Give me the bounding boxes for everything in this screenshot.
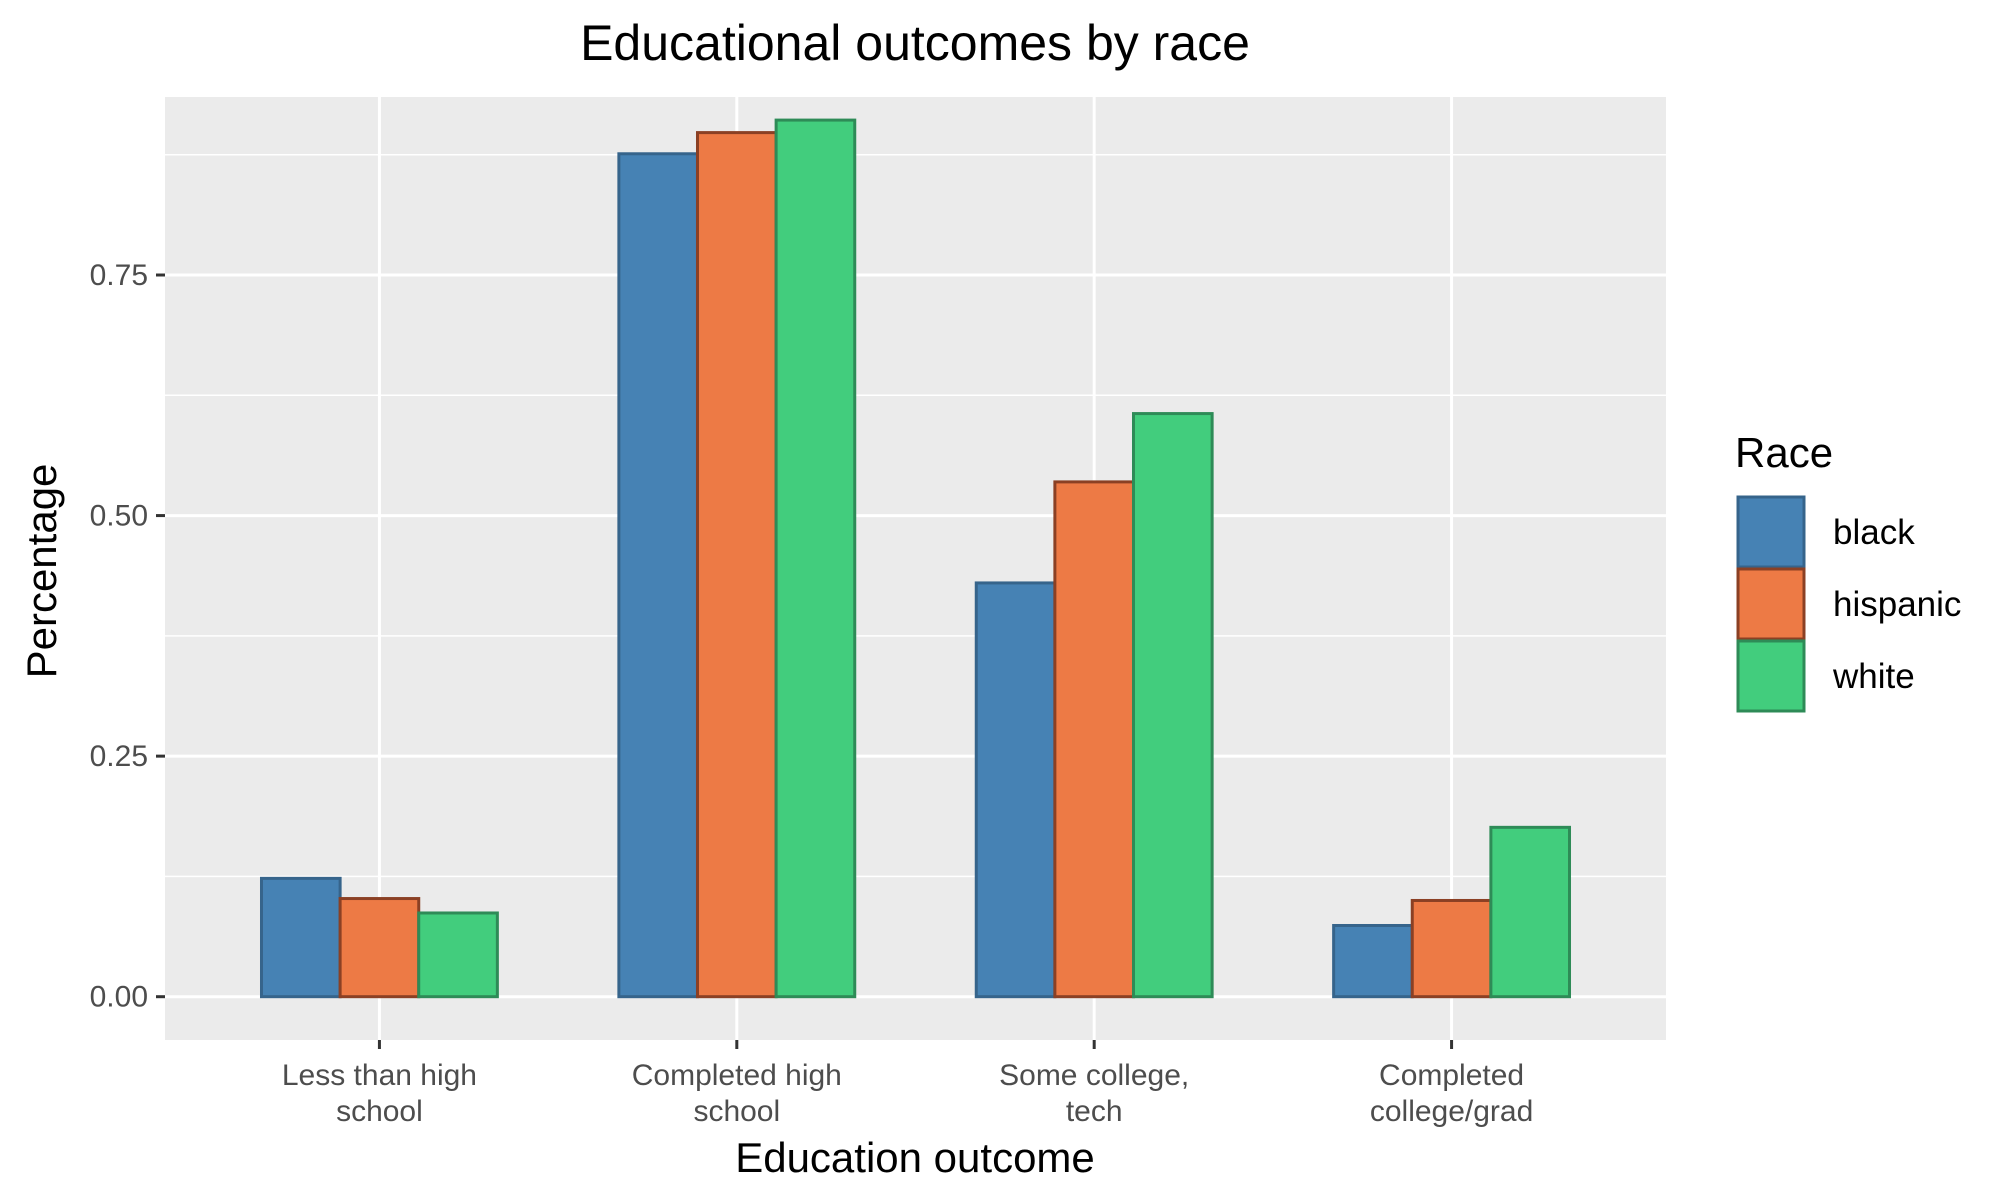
x-tick-label-line: Less than high (282, 1059, 477, 1092)
x-tick-label-line: Completed (1379, 1059, 1524, 1092)
bar-hispanic (1410, 898, 1493, 999)
x-tick-label: Less than high school (282, 1059, 477, 1128)
bar-white (1489, 825, 1572, 999)
x-tick-label-line: school (693, 1095, 780, 1128)
y-tick-label: 0.25 (90, 740, 148, 773)
legend-key-black (1736, 495, 1806, 569)
bar-black (974, 581, 1057, 999)
y-tick-label: 0.50 (90, 500, 148, 533)
x-axis-title: Education outcome (735, 1134, 1095, 1181)
legend-title: Race (1735, 429, 1833, 476)
bar-white (774, 118, 857, 999)
bar-black (1332, 923, 1414, 999)
bar-hispanic (1053, 480, 1136, 999)
x-tick-label-line: Some college, (999, 1059, 1189, 1092)
bar-black (259, 876, 342, 999)
x-tick-label-line: school (336, 1095, 423, 1128)
legend-label-black: black (1833, 513, 1915, 552)
x-tick-label-line: college/grad (1370, 1095, 1533, 1128)
legend-label-white: white (1832, 657, 1915, 696)
y-tick-label: 0.75 (90, 259, 148, 292)
x-tick-label: Some college, tech (999, 1059, 1189, 1128)
bar-white (417, 911, 499, 999)
legend-key-white (1736, 639, 1806, 713)
bar-white (1132, 412, 1214, 999)
bar-black (617, 152, 699, 999)
bar-hispanic (338, 897, 421, 999)
legend-key-hispanic (1736, 567, 1806, 641)
bar-hispanic (695, 131, 778, 999)
chart-title: Educational outcomes by race (580, 15, 1250, 71)
y-tick-label: 0.00 (90, 981, 148, 1014)
x-tick-label-line: tech (1066, 1095, 1123, 1128)
plot-panel (165, 97, 1666, 1040)
x-tick-label: Completed high school (632, 1059, 842, 1128)
x-tick-label-line: Completed high (632, 1059, 842, 1092)
x-tick-label: Completed college/grad (1370, 1059, 1533, 1128)
y-axis-title: Percentage (18, 464, 65, 679)
legend-label-hispanic: hispanic (1833, 585, 1961, 624)
